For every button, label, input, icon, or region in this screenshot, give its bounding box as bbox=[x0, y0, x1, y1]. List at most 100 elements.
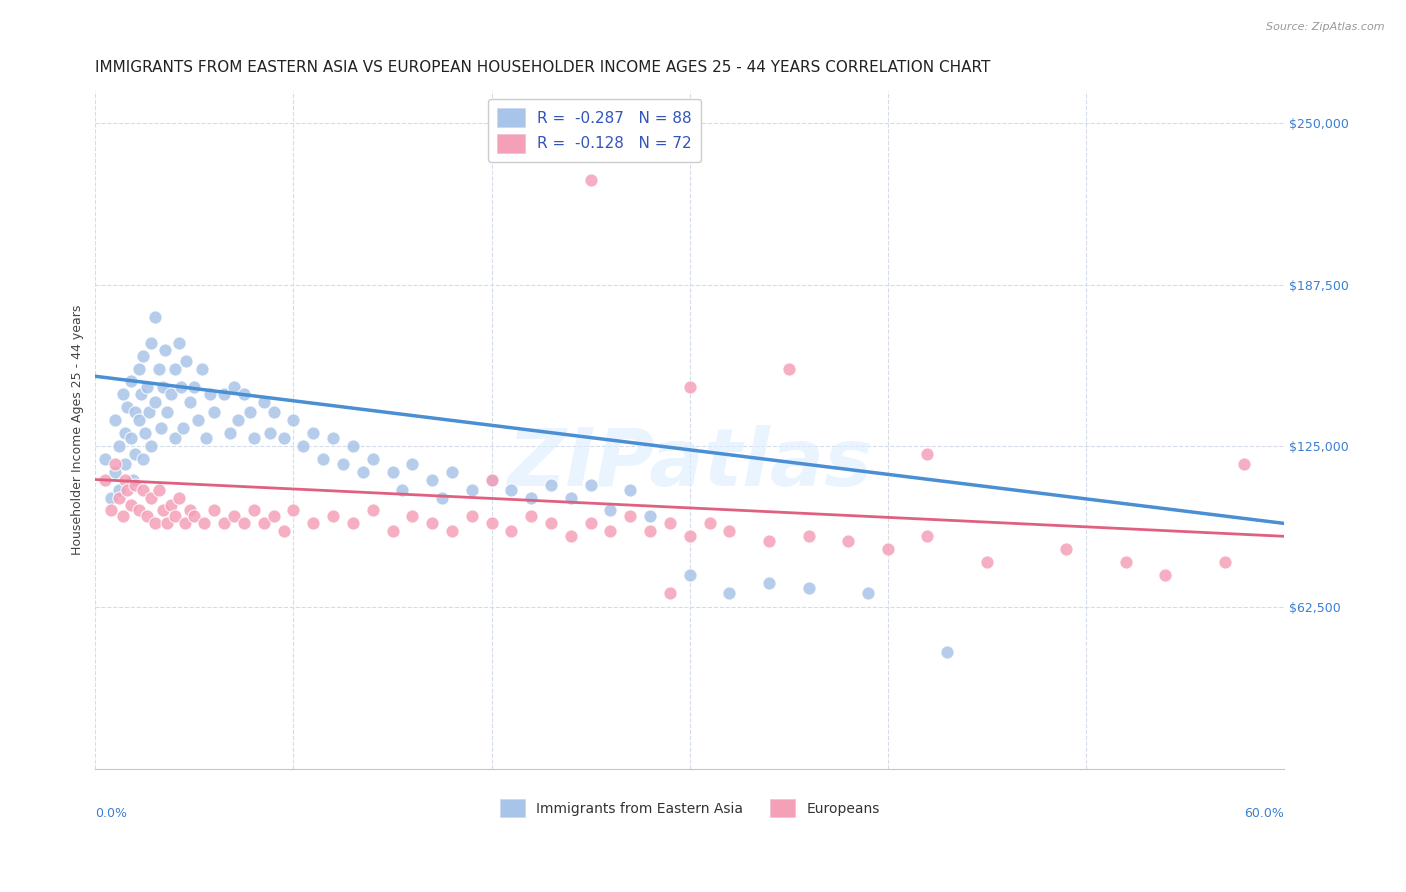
Point bbox=[163, 508, 186, 523]
Point bbox=[156, 516, 179, 531]
Point bbox=[778, 361, 800, 376]
Point bbox=[114, 473, 136, 487]
Point bbox=[222, 379, 245, 393]
Point bbox=[193, 516, 215, 531]
Point bbox=[94, 451, 117, 466]
Point bbox=[135, 508, 157, 523]
Point bbox=[134, 425, 156, 440]
Point bbox=[239, 405, 262, 419]
Point bbox=[560, 529, 582, 543]
Point bbox=[159, 387, 181, 401]
Point bbox=[302, 425, 325, 440]
Point bbox=[797, 581, 820, 595]
Point bbox=[100, 491, 122, 505]
Point bbox=[856, 586, 879, 600]
Point bbox=[94, 473, 117, 487]
Point bbox=[115, 483, 138, 497]
Point bbox=[139, 335, 162, 350]
Point bbox=[342, 516, 364, 531]
Point bbox=[292, 439, 315, 453]
Point bbox=[112, 508, 135, 523]
Point bbox=[1213, 555, 1236, 569]
Point bbox=[163, 431, 186, 445]
Point bbox=[159, 499, 181, 513]
Point bbox=[167, 335, 190, 350]
Point bbox=[172, 421, 194, 435]
Point bbox=[233, 387, 256, 401]
Text: ZIPatlas: ZIPatlas bbox=[508, 425, 872, 503]
Point bbox=[876, 542, 898, 557]
Point bbox=[342, 439, 364, 453]
Point bbox=[520, 508, 543, 523]
Point bbox=[152, 379, 174, 393]
Point bbox=[112, 387, 135, 401]
Point bbox=[152, 503, 174, 517]
Point bbox=[352, 465, 374, 479]
Point bbox=[501, 524, 523, 538]
Point bbox=[100, 503, 122, 517]
Point bbox=[481, 473, 503, 487]
Point bbox=[312, 451, 335, 466]
Point bbox=[917, 447, 939, 461]
Point bbox=[976, 555, 998, 569]
Point bbox=[139, 439, 162, 453]
Point bbox=[579, 173, 602, 187]
Point bbox=[440, 465, 463, 479]
Point bbox=[212, 387, 235, 401]
Y-axis label: Householder Income Ages 25 - 44 years: Householder Income Ages 25 - 44 years bbox=[72, 305, 84, 555]
Point bbox=[120, 431, 142, 445]
Point bbox=[322, 508, 344, 523]
Point bbox=[679, 568, 702, 582]
Point bbox=[381, 524, 404, 538]
Point bbox=[758, 534, 780, 549]
Point bbox=[179, 395, 201, 409]
Point bbox=[540, 516, 562, 531]
Point bbox=[139, 491, 162, 505]
Point bbox=[679, 529, 702, 543]
Point bbox=[108, 483, 131, 497]
Point bbox=[179, 503, 201, 517]
Point bbox=[176, 353, 198, 368]
Point bbox=[143, 516, 166, 531]
Point bbox=[837, 534, 859, 549]
Point bbox=[132, 483, 155, 497]
Point bbox=[135, 379, 157, 393]
Point bbox=[243, 503, 266, 517]
Point bbox=[124, 405, 146, 419]
Point bbox=[391, 483, 413, 497]
Point bbox=[1054, 542, 1077, 557]
Point bbox=[233, 516, 256, 531]
Point bbox=[138, 405, 160, 419]
Point bbox=[361, 451, 384, 466]
Point bbox=[579, 477, 602, 491]
Point bbox=[381, 465, 404, 479]
Point bbox=[115, 401, 138, 415]
Point bbox=[187, 413, 209, 427]
Point bbox=[124, 477, 146, 491]
Point bbox=[148, 361, 170, 376]
Point bbox=[1233, 457, 1256, 471]
Point bbox=[302, 516, 325, 531]
Point bbox=[149, 421, 172, 435]
Point bbox=[481, 473, 503, 487]
Point bbox=[420, 473, 443, 487]
Point bbox=[212, 516, 235, 531]
Point bbox=[169, 379, 191, 393]
Point bbox=[540, 477, 562, 491]
Point bbox=[430, 491, 453, 505]
Point bbox=[120, 499, 142, 513]
Point bbox=[936, 645, 959, 659]
Point bbox=[758, 575, 780, 590]
Point bbox=[219, 425, 242, 440]
Point bbox=[253, 516, 276, 531]
Point bbox=[263, 405, 285, 419]
Point bbox=[163, 361, 186, 376]
Point bbox=[322, 431, 344, 445]
Point bbox=[332, 457, 354, 471]
Point bbox=[129, 387, 152, 401]
Text: IMMIGRANTS FROM EASTERN ASIA VS EUROPEAN HOUSEHOLDER INCOME AGES 25 - 44 YEARS C: IMMIGRANTS FROM EASTERN ASIA VS EUROPEAN… bbox=[96, 60, 991, 75]
Point bbox=[128, 503, 150, 517]
Point bbox=[183, 379, 205, 393]
Point bbox=[124, 447, 146, 461]
Point bbox=[243, 431, 266, 445]
